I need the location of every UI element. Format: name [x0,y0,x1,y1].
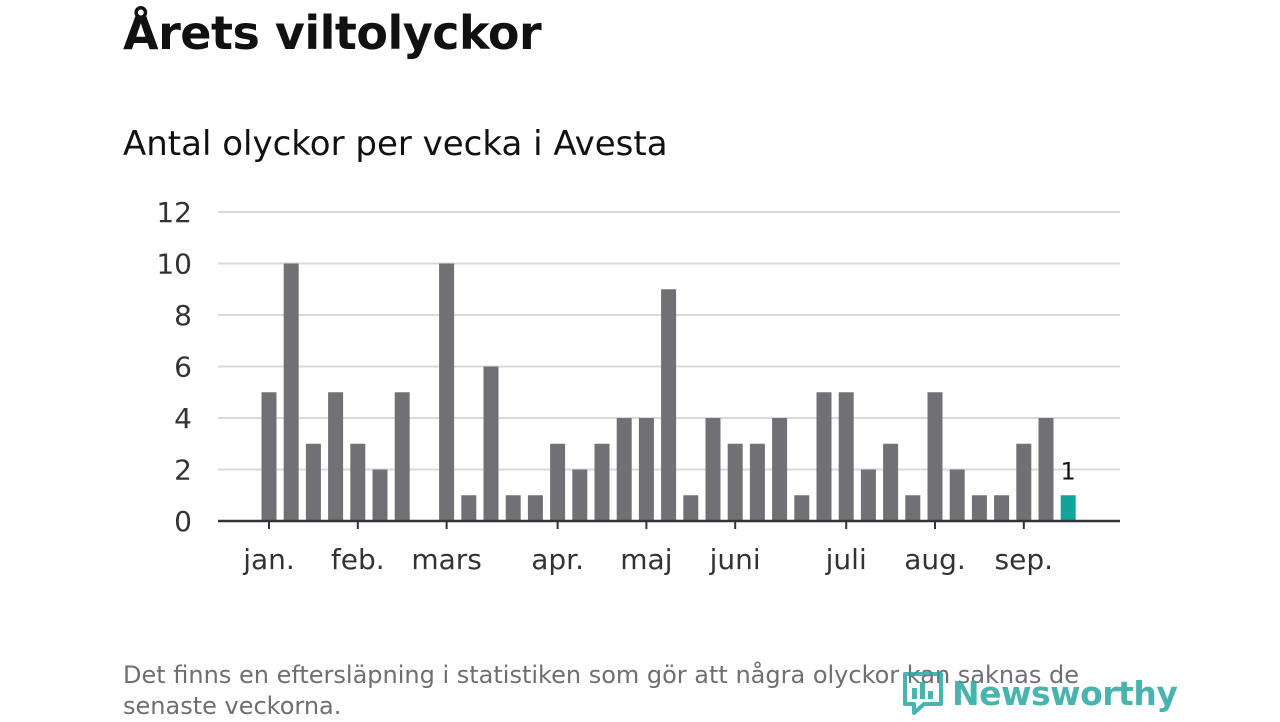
bar [883,443,899,521]
data-labels: 1 [1061,457,1076,485]
y-tick-label: 12 [156,196,192,229]
x-tick-label: mars [411,543,482,576]
newsworthy-logo: Newsworthy [902,670,1178,716]
x-tick-label: juni [709,543,761,576]
x-tick-label: aug. [904,543,966,576]
bar [927,392,943,521]
bar [527,495,543,521]
bar [261,392,277,521]
bar [616,418,632,521]
newsworthy-logo-icon [903,672,943,715]
bar [772,418,788,521]
bar [550,443,566,521]
bar [683,495,699,521]
bar [838,392,854,521]
x-tick-label: sep. [995,543,1054,576]
bar [994,495,1010,521]
bar [905,495,921,521]
bar [794,495,810,521]
y-tick-label: 2 [174,454,192,487]
bars [261,263,1076,521]
bar [461,495,477,521]
x-axis: jan. feb. mars apr. maj juni juli aug. sep. [218,519,1120,576]
bar [305,443,321,521]
y-axis-labels: 0 2 4 6 8 10 12 [156,196,192,538]
x-tick-label: maj [620,543,672,576]
y-tick-label: 10 [156,248,192,281]
y-tick-label: 4 [174,402,192,435]
x-tick-label: apr. [531,543,584,576]
bar [1016,443,1032,521]
logo-text: Newsworthy [952,673,1178,713]
bar [661,289,677,521]
chart-subtitle: Antal olyckor per vecka i Avesta [123,124,668,164]
y-tick-label: 8 [174,299,192,332]
bar [638,418,654,521]
y-tick-label: 6 [174,351,192,384]
bar [816,392,832,521]
bar [949,469,965,521]
bar [705,418,721,521]
bar [350,443,366,521]
bar [439,263,455,521]
bar [372,469,388,521]
bar [328,392,344,521]
bar [572,469,588,521]
x-tick-label: juli [825,543,867,576]
y-tick-label: 0 [174,505,192,538]
x-tick-label: feb. [331,543,385,576]
bar [283,263,299,521]
x-tick-label: jan. [242,543,295,576]
chart-title: Årets viltolyckor [123,6,542,60]
bar [1038,418,1054,521]
bar-highlight [1060,495,1076,521]
bar [594,443,610,521]
bar [749,443,765,521]
highlight-data-label: 1 [1061,457,1076,485]
bar [483,366,499,521]
bar-chart: 0 2 4 6 8 10 12 jan. feb. mars apr. maj juni juli aug… [156,196,1120,576]
bar [860,469,876,521]
bar [727,443,743,521]
bar [971,495,987,521]
bar [394,392,410,521]
bar [505,495,521,521]
